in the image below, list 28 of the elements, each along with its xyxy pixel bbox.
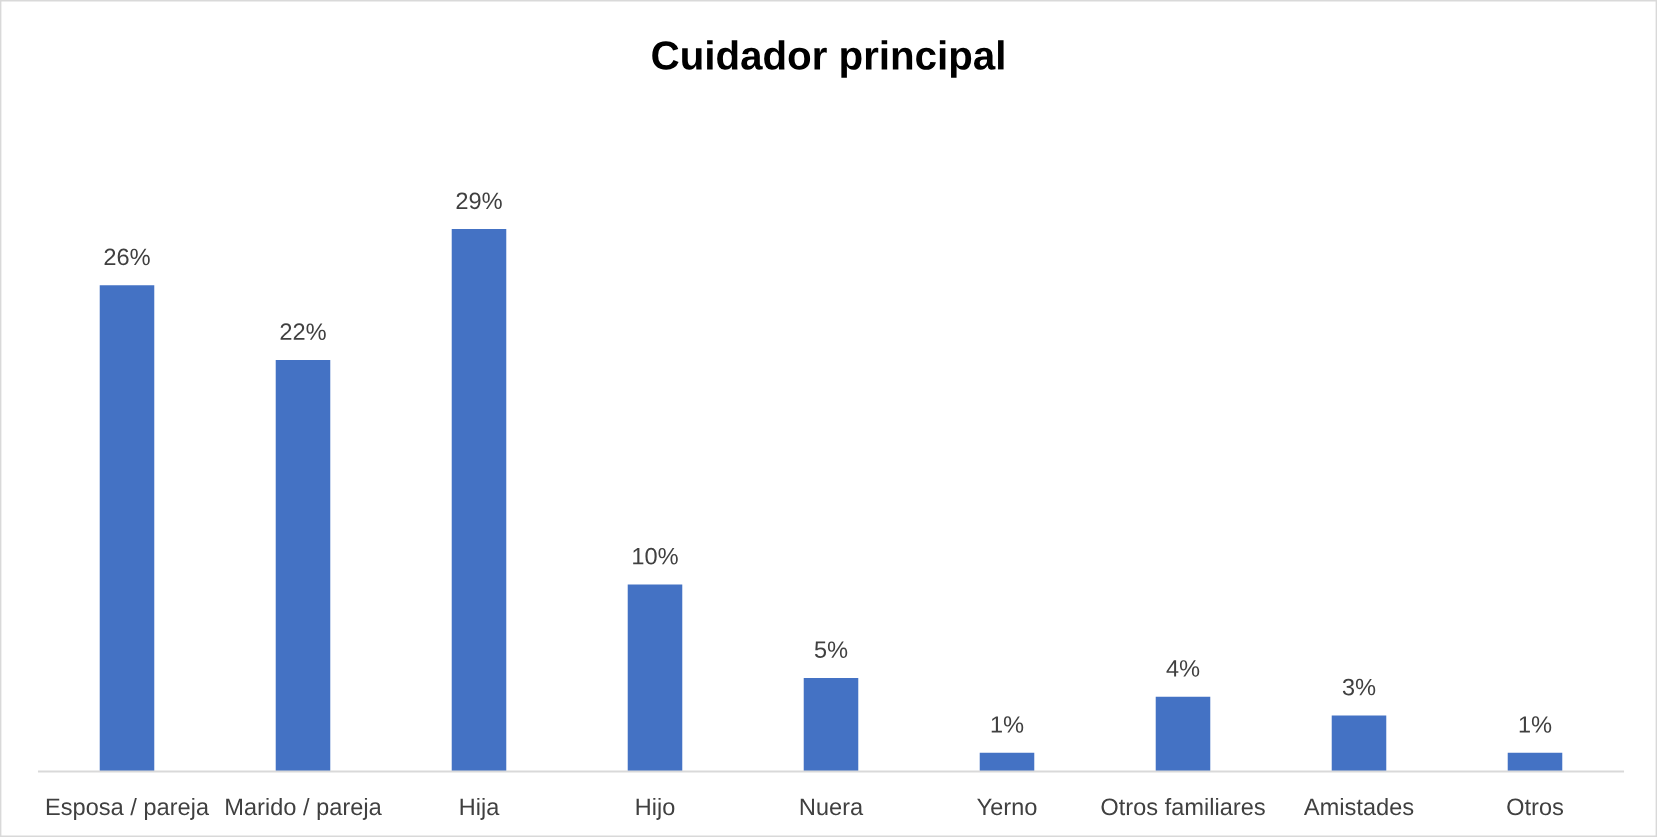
x-tick-label: Otros [1507, 798, 1564, 816]
data-label: 26% [104, 248, 150, 266]
bar [1507, 752, 1563, 772]
data-label: 1% [991, 716, 1024, 733]
bar [803, 677, 859, 772]
bar [275, 360, 331, 772]
x-tick-label: Nuera [800, 798, 864, 816]
data-label: 4% [1166, 660, 1200, 677]
x-tick-label: Yerno [977, 798, 1037, 816]
data-label: 29% [456, 192, 502, 210]
bar [1155, 696, 1211, 772]
bar [99, 285, 155, 772]
bar [1331, 715, 1387, 772]
x-tick-label: Otros familiares [1101, 797, 1265, 816]
x-tick-label: Amistades [1303, 797, 1414, 816]
bar [979, 752, 1035, 772]
x-tick-label: Hija [460, 797, 500, 820]
data-label: 5% [814, 641, 848, 659]
x-tick-label: Marido / pareja [226, 797, 382, 820]
x-tick-label: Esposa / pareja [46, 797, 210, 820]
x-tick-label: Hijo [636, 797, 675, 820]
bar [451, 229, 507, 772]
data-label: 3% [1342, 678, 1376, 696]
chart-title: Cuidador principal [652, 40, 1004, 78]
data-label: 22% [280, 323, 326, 340]
data-label: 1% [1519, 716, 1552, 733]
bar [627, 584, 683, 772]
data-label: 10% [633, 547, 678, 565]
